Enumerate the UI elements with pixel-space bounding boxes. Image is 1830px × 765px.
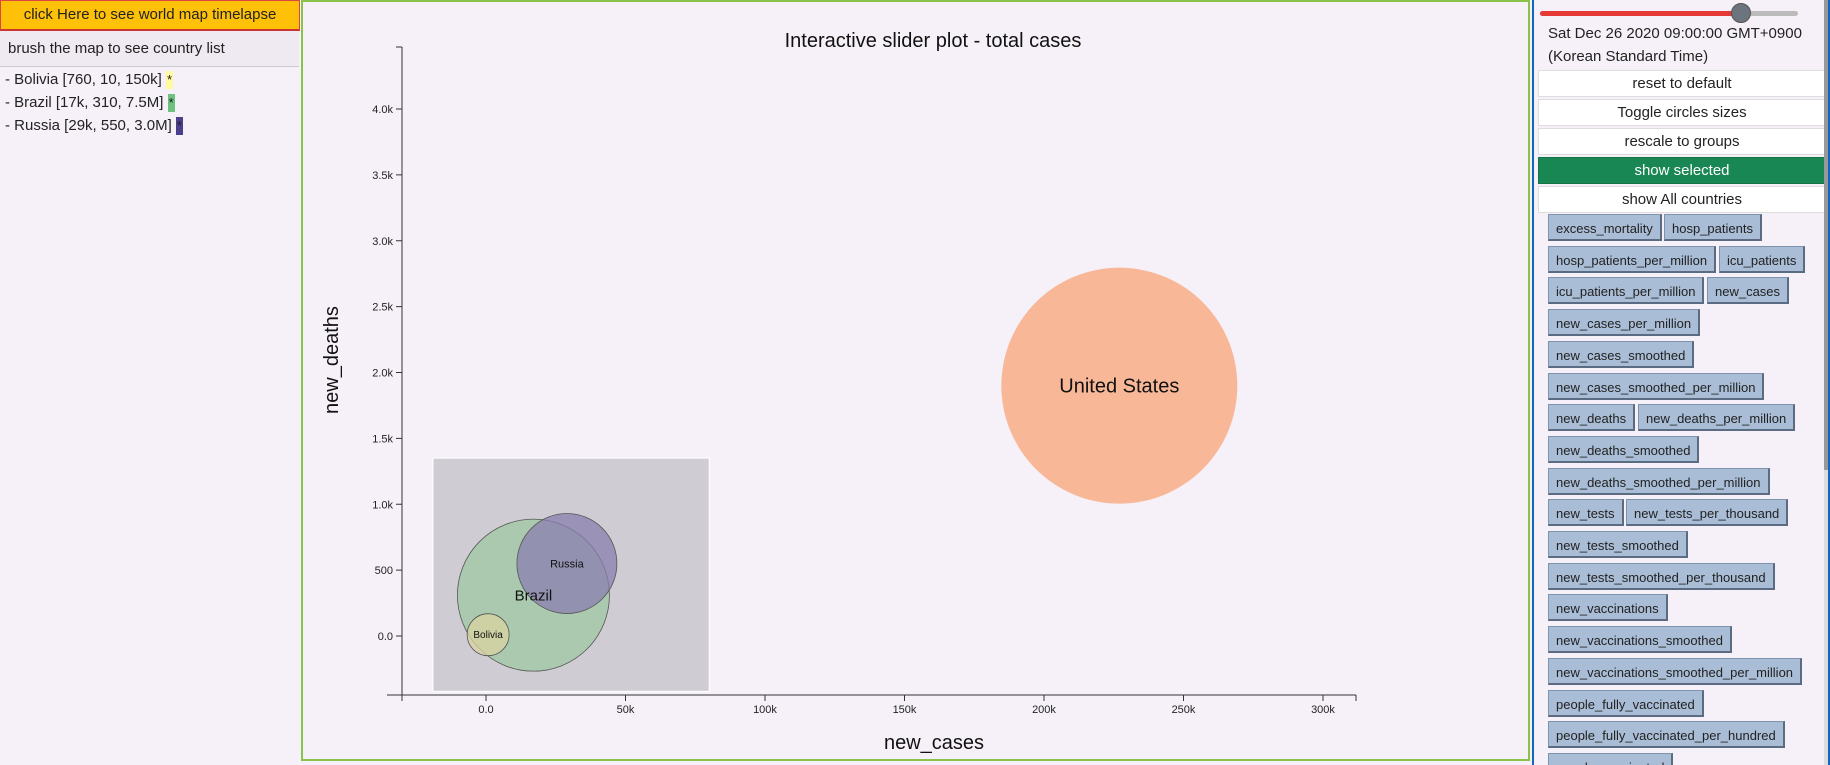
country-circle-label: Brazil [515,587,553,604]
y-tick-label: 3.5k [372,170,393,182]
country-list-item: - Brazil [17k, 310, 7.5M] * [5,93,183,116]
date-slider[interactable] [1540,3,1798,23]
variable-button-new-vaccinations-smoothed[interactable]: new_vaccinations_smoothed [1548,626,1732,654]
timezone-label: (Korean Standard Time) [1548,48,1709,65]
country-list: - Bolivia [760, 10, 150k] * - Brazil [17k… [5,70,183,139]
y-tick-label: 3.0k [372,236,393,248]
world-map-timelapse-button[interactable]: click Here to see world map timelapse [0,0,300,31]
x-tick-label: 150k [893,704,917,716]
variable-button-people-fully-vaccinated[interactable]: people_fully_vaccinated [1548,689,1704,717]
y-tick-label: 4.0k [372,104,393,116]
country-label: - Russia [29k, 550, 3.0M] [5,117,176,134]
x-tick-label: 0.0 [478,704,493,716]
variable-button-new-tests-smoothed-per-thousand[interactable]: new_tests_smoothed_per_thousand [1548,562,1775,590]
country-circle-label: Bolivia [473,630,503,641]
variable-button-new-deaths-smoothed[interactable]: new_deaths_smoothed [1548,435,1700,463]
country-color-swatch: * [175,117,183,136]
y-tick-label: 0.0 [378,631,393,643]
variable-button-hosp-patients-per-million[interactable]: hosp_patients_per_million [1548,245,1717,273]
variable-button-new-tests-per-thousand[interactable]: new_tests_per_thousand [1626,499,1789,527]
x-tick-label: 200k [1032,704,1056,716]
x-tick-label: 50k [617,704,635,716]
country-circle-bolivia[interactable] [466,613,510,657]
y-tick-label: 2.5k [372,302,393,314]
country-circle-russia[interactable] [516,513,618,614]
variable-button-icu-patients-per-million[interactable]: icu_patients_per_million [1548,277,1705,305]
date-slider-fill [1540,11,1742,16]
date-slider-thumb[interactable] [1731,3,1752,23]
country-color-swatch: * [165,71,173,90]
y-tick-label: 500 [375,565,393,577]
variable-button-new-deaths-per-million[interactable]: new_deaths_per_million [1638,404,1796,432]
plot-panel[interactable]: Interactive slider plot - total cases 0.0… [301,0,1530,761]
reset-to-default-button[interactable]: reset to default [1538,70,1826,97]
rescale-to-groups-button[interactable]: rescale to groups [1538,128,1826,155]
brush-hint-label: brush the map to see country list [0,31,299,67]
scrollbar[interactable] [1824,0,1828,765]
variable-button-new-tests-smoothed[interactable]: new_tests_smoothed [1548,531,1688,558]
scrollbar-thumb[interactable] [1824,0,1828,470]
variable-button-new-vaccinations[interactable]: new_vaccinations [1548,594,1668,622]
variable-button-new-deaths-smoothed-per-million[interactable]: new_deaths_smoothed_per_million [1548,467,1770,495]
y-tick-label: 1.5k [372,433,393,445]
date-label: Sat Dec 26 2020 09:00:00 GMT+0900 [1548,25,1802,42]
y-tick-label: 1.0k [372,499,393,511]
x-tick-label: 250k [1172,704,1196,716]
toggle-circles-sizes-button[interactable]: Toggle circles sizes [1538,99,1826,126]
y-tick-label: 2.0k [372,368,393,380]
country-circle-united-states[interactable] [1001,267,1238,504]
variable-button-people-vaccinated[interactable]: people_vaccinated [1548,752,1674,765]
y-axis-label: new_deaths [321,306,343,414]
x-tick-label: 100k [753,704,777,716]
country-list-item: - Russia [29k, 550, 3.0M] * [5,116,183,139]
variable-button-excess-mortality[interactable]: excess_mortality [1548,214,1662,241]
country-label: - Bolivia [760, 10, 150k] [5,71,166,88]
x-tick-label: 300k [1311,704,1335,716]
scatter-chart[interactable]: Interactive slider plot - total cases 0.0… [303,2,1528,759]
show-all-countries-button[interactable]: show All countries [1538,186,1826,213]
variable-button-new-cases[interactable]: new_cases [1707,277,1790,305]
control-panel: Sat Dec 26 2020 09:00:00 GMT+0900 (Korea… [1532,0,1830,765]
variable-button-icu-patients[interactable]: icu_patients [1719,245,1806,273]
variable-button-new-cases-smoothed[interactable]: new_cases_smoothed [1548,340,1695,368]
country-circle-label: Russia [550,558,585,570]
country-circle-label: United States [1059,376,1179,398]
left-panel: click Here to see world map timelapse br… [0,0,300,765]
x-axis-label: new_cases [884,732,984,754]
chart-title: Interactive slider plot - total cases [785,30,1082,52]
variable-button-new-cases-per-million[interactable]: new_cases_per_million [1548,309,1701,337]
variable-button-new-tests[interactable]: new_tests [1548,499,1624,527]
variable-button-hosp-patients[interactable]: hosp_patients [1664,214,1762,241]
country-list-item: - Bolivia [760, 10, 150k] * [5,70,183,93]
variable-button-people-fully-vaccinated-per-hundred[interactable]: people_fully_vaccinated_per_hundred [1548,721,1785,749]
show-selected-button[interactable]: show selected [1538,157,1826,184]
variable-button-new-vaccinations-smoothed-per-million[interactable]: new_vaccinations_smoothed_per_million [1548,657,1803,685]
variable-button-new-deaths[interactable]: new_deaths [1548,404,1636,432]
variable-button-new-cases-smoothed-per-million[interactable]: new_cases_smoothed_per_million [1548,372,1765,400]
country-color-swatch: * [167,94,175,113]
country-label: - Brazil [17k, 310, 7.5M] [5,94,168,111]
